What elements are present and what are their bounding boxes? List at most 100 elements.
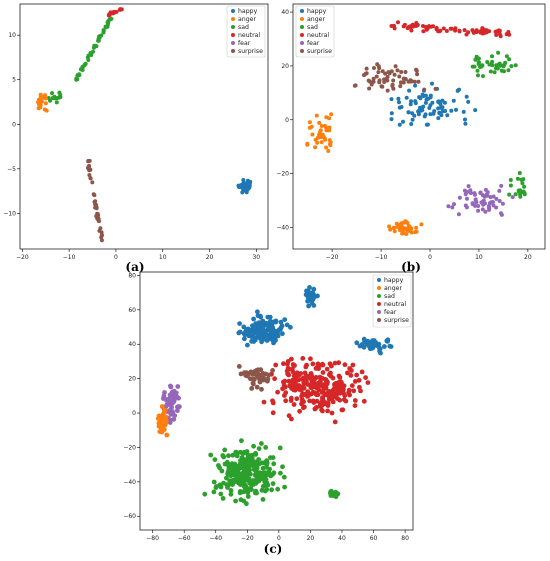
scatter-point-sad	[240, 451, 246, 456]
scatter-point-sad	[246, 476, 252, 482]
scatter-point-neutral	[341, 390, 346, 396]
scatter-point-neutral	[289, 356, 294, 362]
scatter-point-anger	[324, 115, 329, 120]
scatter-point-fear	[476, 204, 481, 208]
scatter-point-happy	[265, 322, 270, 328]
scatter-point-fear	[473, 197, 478, 202]
scatter-point-sad	[270, 481, 276, 486]
scatter-point-surprise	[87, 158, 92, 163]
scatter-point-neutral	[474, 30, 479, 34]
scatter-point-happy	[256, 332, 262, 338]
scatter-point-anger	[38, 92, 43, 97]
scatter-point-happy	[354, 340, 360, 346]
scatter-point-surprise	[99, 238, 104, 243]
legend-marker-neutral	[377, 302, 381, 306]
scatter-point-happy	[259, 326, 264, 332]
scatter-point-neutral	[322, 377, 328, 382]
scatter-point-sad	[101, 28, 106, 33]
scatter-point-happy	[272, 338, 278, 344]
scatter-point-sad	[242, 488, 248, 494]
scatter-point-sad	[260, 465, 266, 471]
scatter-point-neutral	[283, 398, 289, 404]
scatter-point-sad	[473, 57, 478, 62]
scatter-point-sad	[266, 469, 272, 475]
x-tick-label: 60	[370, 535, 378, 542]
scatter-point-neutral	[290, 377, 296, 383]
legend-label-fear: fear	[238, 40, 251, 47]
scatter-point-surprise	[399, 70, 404, 74]
scatter-point-surprise	[380, 84, 385, 89]
scatter-point-anger	[327, 128, 332, 133]
y-tick-label: −60	[123, 513, 136, 520]
scatter-point-sad	[99, 33, 104, 38]
scatter-point-neutral	[299, 400, 305, 405]
scatter-point-sad	[263, 482, 268, 488]
scatter-points-a	[36, 7, 253, 243]
scatter-point-happy	[377, 346, 383, 352]
scatter-point-happy	[412, 113, 417, 118]
scatter-point-sad	[256, 446, 262, 451]
scatter-point-sad	[217, 482, 223, 488]
scatter-point-sad	[249, 463, 255, 468]
scatter-point-sad	[244, 449, 250, 454]
scatter-point-happy	[423, 112, 428, 117]
scatter-point-happy	[424, 122, 429, 127]
scatter-point-surprise	[371, 79, 376, 84]
scatter-point-happy	[420, 92, 425, 97]
scatter-point-happy	[303, 292, 309, 298]
scatter-point-happy	[423, 100, 428, 105]
scatter-point-fear	[479, 200, 484, 205]
scatter-point-sad	[208, 452, 214, 458]
scatter-point-sad	[238, 478, 243, 483]
y-tick-label: −10	[3, 210, 16, 217]
y-tick-label: 40	[128, 341, 136, 348]
scatter-point-anger	[419, 222, 424, 227]
scatter-point-anger	[159, 404, 165, 409]
scatter-point-neutral	[457, 28, 462, 33]
scatter-point-surprise	[254, 384, 260, 390]
scatter-point-fear	[472, 191, 477, 196]
legend-marker-fear	[231, 41, 235, 45]
x-tick-label: −10	[375, 254, 388, 261]
scatter-point-neutral	[305, 382, 311, 387]
scatter-point-neutral	[290, 369, 296, 375]
scatter-point-surprise	[245, 371, 251, 377]
scatter-point-anger	[163, 420, 169, 426]
scatter-point-neutral	[312, 406, 318, 412]
scatter-point-neutral	[363, 375, 368, 380]
scatter-point-sad	[519, 177, 524, 182]
scatter-point-surprise	[263, 371, 269, 377]
scatter-point-sad	[241, 483, 247, 489]
scatter-point-neutral	[108, 10, 113, 15]
scatter-point-anger	[400, 225, 405, 230]
scatter-point-neutral	[282, 378, 288, 384]
scatter-point-sad	[108, 17, 113, 22]
scatter-point-anger	[307, 120, 312, 125]
scatter-point-sad	[245, 494, 251, 499]
scatter-point-happy	[424, 97, 429, 102]
scatter-point-surprise	[389, 69, 394, 74]
scatter-point-neutral	[284, 368, 290, 374]
scatter-point-neutral	[328, 396, 333, 402]
x-tick-label: 40	[338, 535, 346, 542]
scatter-point-neutral	[272, 376, 277, 382]
scatter-point-fear	[457, 195, 462, 200]
x-tick-label: −80	[146, 535, 159, 542]
scatter-point-sad	[508, 178, 513, 182]
scatter-point-sad	[220, 453, 226, 458]
axes-frame-1	[292, 3, 546, 250]
y-tick-label: 0	[12, 121, 16, 128]
legend-label-happy: happy	[238, 8, 258, 15]
scatter-point-neutral	[294, 396, 300, 402]
x-tick-label: −20	[16, 254, 29, 261]
x-tick-label: −20	[326, 254, 339, 261]
scatter-point-fear	[510, 195, 515, 200]
scatter-point-surprise	[249, 386, 255, 391]
scatter-point-happy	[418, 96, 423, 101]
scatter-point-fear	[483, 187, 488, 192]
scatter-point-happy	[389, 111, 394, 116]
scatter-point-happy	[404, 95, 409, 100]
scatter-point-sad	[244, 501, 249, 507]
scatter-point-surprise	[362, 73, 366, 78]
scatter-point-sad	[504, 54, 509, 59]
